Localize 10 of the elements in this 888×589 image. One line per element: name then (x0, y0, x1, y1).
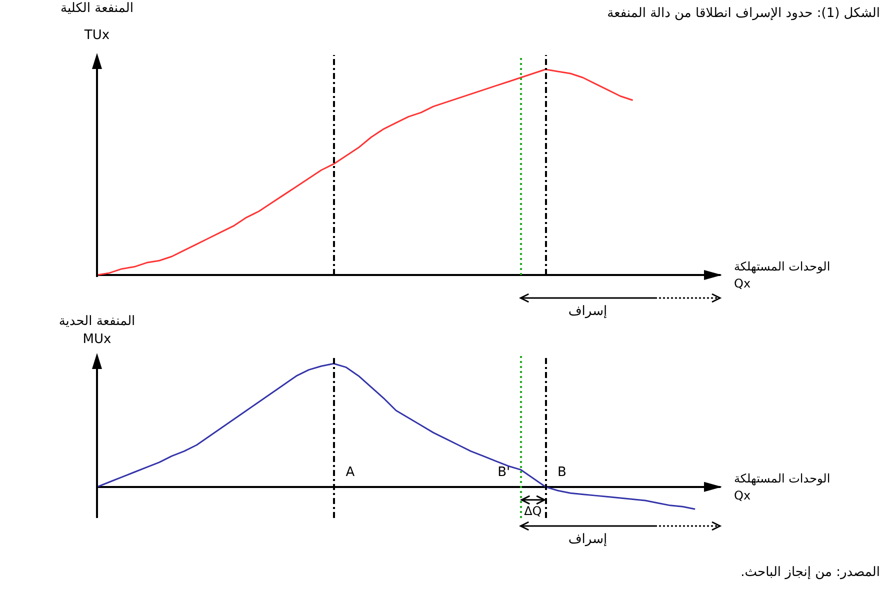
y-axis-title: المنفعة الحدية MUx (58, 313, 136, 349)
text: إسراف (568, 532, 608, 547)
chart-title: الشكل (1): حدود الإسراف انطلاقا من دالة المنفعة (607, 6, 880, 21)
text: إسراف (568, 304, 608, 319)
annotation: B (558, 464, 566, 480)
text: المصدر: من إنجاز الباحث. (740, 565, 880, 580)
y-axis-title: المنفعة الكلية TUx (60, 0, 134, 45)
annotation: ΔQ (524, 504, 542, 518)
annotation: B' (498, 464, 510, 480)
annotation: A (346, 464, 355, 480)
